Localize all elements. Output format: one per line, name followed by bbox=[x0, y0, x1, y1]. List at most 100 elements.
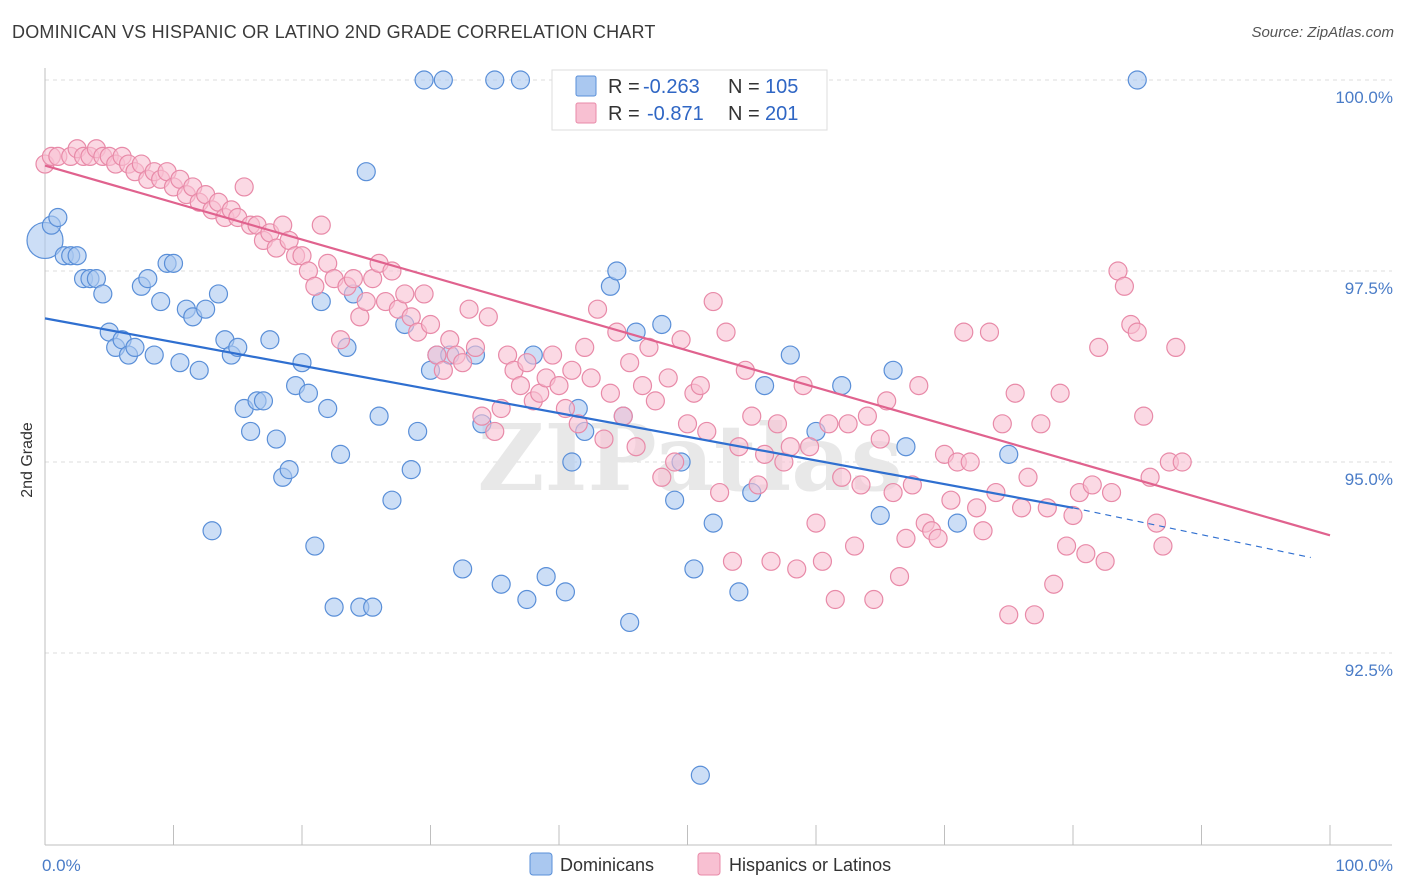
axes bbox=[44, 68, 1392, 846]
hispanics-point-131 bbox=[883, 482, 903, 503]
dominicans-point-66 bbox=[491, 574, 511, 594]
hispanics-point-118 bbox=[799, 437, 820, 457]
hispanics-point-150 bbox=[1005, 383, 1025, 403]
hispanics-point-134 bbox=[902, 475, 922, 495]
dominicans-point-93 bbox=[870, 505, 890, 526]
dominicans-point-96 bbox=[947, 513, 967, 533]
dominicans-point-27 bbox=[208, 284, 229, 304]
hispanics-point-101 bbox=[690, 376, 710, 396]
hispanics-point-116 bbox=[787, 559, 807, 579]
hispanics-point-151 bbox=[1011, 498, 1032, 518]
hispanics-point-109 bbox=[742, 406, 762, 426]
hispanics-point-148 bbox=[992, 414, 1012, 434]
hispanics-point-67 bbox=[472, 406, 492, 426]
legend-r-label-hispanics: R = bbox=[608, 103, 640, 125]
hispanics-point-78 bbox=[542, 345, 563, 365]
dominicans-point-35 bbox=[260, 330, 280, 350]
dominicans-point-67 bbox=[510, 70, 531, 90]
hispanics-point-143 bbox=[960, 452, 980, 472]
hispanics-point-105 bbox=[716, 322, 736, 342]
hispanics-point-153 bbox=[1024, 605, 1045, 625]
x-tick-label-0: 0.0% bbox=[42, 856, 81, 875]
hispanics-point-113 bbox=[767, 414, 788, 434]
hispanics-point-142 bbox=[954, 322, 974, 342]
hispanics-point-90 bbox=[620, 353, 640, 373]
hispanics-point-157 bbox=[1050, 383, 1070, 403]
hispanics-point-103 bbox=[703, 291, 723, 312]
hispanics-trend-line bbox=[44, 164, 1331, 537]
dominicans-point-50 bbox=[356, 162, 376, 182]
hispanics-point-125 bbox=[844, 536, 865, 556]
hispanics-point-102 bbox=[697, 421, 717, 442]
hispanics-point-65 bbox=[459, 299, 479, 319]
series-legend: Dominicans Hispanics or Latinos bbox=[529, 852, 891, 876]
hispanics-point-61 bbox=[433, 360, 453, 380]
dominicans-point-77 bbox=[607, 261, 627, 281]
hispanics-point-149 bbox=[999, 605, 1019, 625]
hispanics-point-110 bbox=[748, 475, 768, 495]
legend-n-label-hispanics: N = bbox=[728, 103, 760, 125]
dominicans-point-86 bbox=[703, 513, 723, 533]
bottom-legend-swatch-dominicans bbox=[529, 852, 553, 876]
dominicans-point-30 bbox=[228, 337, 248, 357]
hispanics-point-140 bbox=[941, 490, 961, 510]
legend-swatch-hispanics bbox=[575, 102, 597, 124]
dominicans-point-42 bbox=[305, 536, 325, 556]
hispanics-point-104 bbox=[710, 482, 730, 503]
x-tick-labels: 0.0% 100.0% bbox=[42, 856, 1393, 875]
dominicans-point-9 bbox=[93, 284, 113, 304]
hispanics-point-42 bbox=[311, 215, 331, 235]
hispanics-point-47 bbox=[343, 269, 363, 289]
hispanics-point-59 bbox=[420, 314, 441, 335]
dominicans-point-79 bbox=[620, 612, 640, 633]
hispanics-point-120 bbox=[812, 551, 833, 571]
dominicans-point-72 bbox=[562, 452, 582, 472]
hispanics-point-66 bbox=[465, 337, 486, 357]
hispanics-point-95 bbox=[652, 467, 672, 487]
hispanics-point-129 bbox=[870, 429, 890, 449]
dominicans-point-24 bbox=[189, 360, 209, 380]
dominicans-point-55 bbox=[401, 460, 421, 480]
dominicans-point-56 bbox=[408, 421, 428, 442]
hispanics-point-122 bbox=[825, 589, 845, 610]
hispanics-point-55 bbox=[395, 284, 415, 304]
hispanics-point-170 bbox=[1134, 406, 1154, 426]
hispanics-point-94 bbox=[645, 391, 665, 411]
hispanics-point-68 bbox=[478, 307, 498, 327]
dominicans-point-53 bbox=[382, 490, 402, 510]
dominicans-point-90 bbox=[780, 345, 800, 365]
hispanics-point-169 bbox=[1127, 322, 1147, 342]
hispanics-point-87 bbox=[600, 383, 621, 403]
dominicans-point-51 bbox=[363, 597, 383, 617]
chart-title: DOMINICAN VS HISPANIC OR LATINO 2ND GRAD… bbox=[12, 22, 656, 42]
hispanics-point-73 bbox=[510, 376, 531, 396]
dominicans-point-17 bbox=[144, 345, 164, 365]
dominicans-point-18 bbox=[151, 291, 171, 312]
hispanics-point-58 bbox=[414, 284, 434, 304]
bottom-legend-dominicans: Dominicans bbox=[560, 855, 654, 875]
hispanics-point-132 bbox=[889, 566, 910, 587]
dominicans-point-98 bbox=[1127, 70, 1147, 90]
dominicans-point-14 bbox=[125, 337, 145, 357]
legend-n-value-dominicans: 105 bbox=[765, 76, 798, 98]
legend-n-value-hispanics: 201 bbox=[765, 103, 798, 125]
dominicans-point-44 bbox=[318, 398, 338, 419]
hispanics-point-159 bbox=[1063, 505, 1083, 526]
legend-r-value-dominicans: -0.263 bbox=[643, 76, 700, 98]
dominicans-trend-line bbox=[44, 317, 1074, 509]
dominicans-points bbox=[26, 70, 1147, 785]
hispanics-point-106 bbox=[722, 551, 743, 571]
source-label: Source: ZipAtlas.com bbox=[1251, 24, 1394, 41]
hispanics-points bbox=[35, 139, 1192, 625]
hispanics-point-167 bbox=[1114, 276, 1135, 296]
dominicans-point-89 bbox=[754, 376, 775, 396]
hispanics-point-162 bbox=[1082, 475, 1102, 495]
dominicans-point-95 bbox=[896, 437, 916, 457]
dominicans-point-62 bbox=[453, 559, 473, 579]
dominicans-point-21 bbox=[170, 353, 190, 373]
hispanics-point-154 bbox=[1031, 414, 1051, 434]
hispanics-point-126 bbox=[851, 475, 871, 495]
dominicans-point-16 bbox=[138, 269, 158, 289]
hispanics-point-176 bbox=[1172, 452, 1192, 472]
hispanics-point-152 bbox=[1018, 467, 1038, 487]
